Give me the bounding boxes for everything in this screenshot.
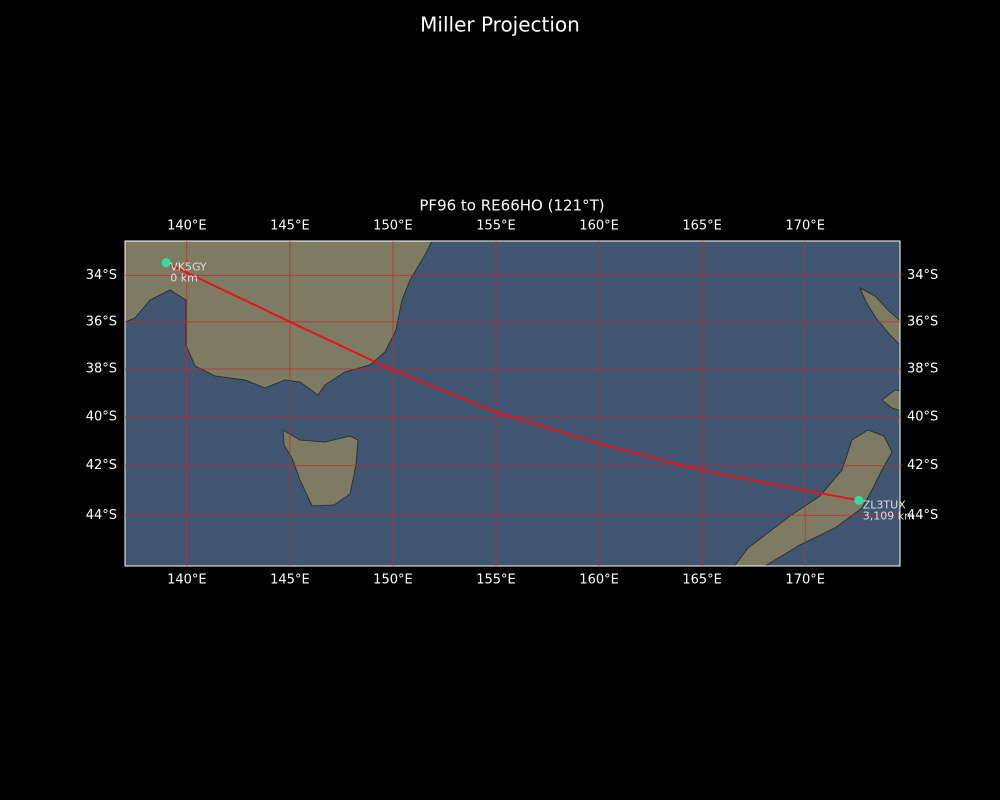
x-tick-label-bottom: 145°E [270,573,310,588]
y-tick-label-right: 44°S [907,508,938,523]
y-tick-label-left: 38°S [86,361,117,376]
y-tick-label-left: 42°S [86,458,117,473]
station-marker [854,495,864,505]
station-distance: 0 km [170,272,198,285]
station-distance: 3,109 km [863,509,915,522]
subtitle: PF96 to RE66HO (121°T) [419,197,604,215]
x-tick-label-top: 165°E [682,219,722,234]
nz-north-east [881,389,900,411]
x-tick-label-top: 155°E [476,219,516,234]
x-tick-label-top: 160°E [579,219,619,234]
title: Miller Projection [420,13,580,37]
x-tick-label-top: 140°E [167,219,207,234]
station-name: VK5GY [170,261,207,274]
x-tick-label-top: 145°E [270,219,310,234]
x-tick-label-bottom: 165°E [682,573,722,588]
route-line [165,261,859,502]
y-tick-label-right: 42°S [907,458,938,473]
x-tick-label-top: 170°E [785,219,825,234]
station-marker [161,258,171,268]
y-tick-label-left: 44°S [86,508,117,523]
y-tick-label-right: 40°S [907,409,938,424]
map-frame [124,240,901,567]
map-base [125,241,900,566]
nz-north [858,286,900,346]
x-tick-label-top: 150°E [373,219,413,234]
y-tick-label-left: 34°S [86,268,117,283]
y-tick-label-right: 34°S [907,268,938,283]
x-tick-label-bottom: 170°E [785,573,825,588]
tasmania [282,429,359,507]
y-tick-label-left: 36°S [86,314,117,329]
x-tick-label-bottom: 140°E [167,573,207,588]
x-tick-label-bottom: 160°E [579,573,619,588]
y-tick-label-right: 38°S [907,361,938,376]
x-tick-label-bottom: 155°E [476,573,516,588]
y-tick-label-right: 36°S [907,314,938,329]
y-tick-label-left: 40°S [86,409,117,424]
overlay [125,241,900,566]
x-tick-label-bottom: 150°E [373,573,413,588]
station-name: ZL3TUX [863,498,906,511]
